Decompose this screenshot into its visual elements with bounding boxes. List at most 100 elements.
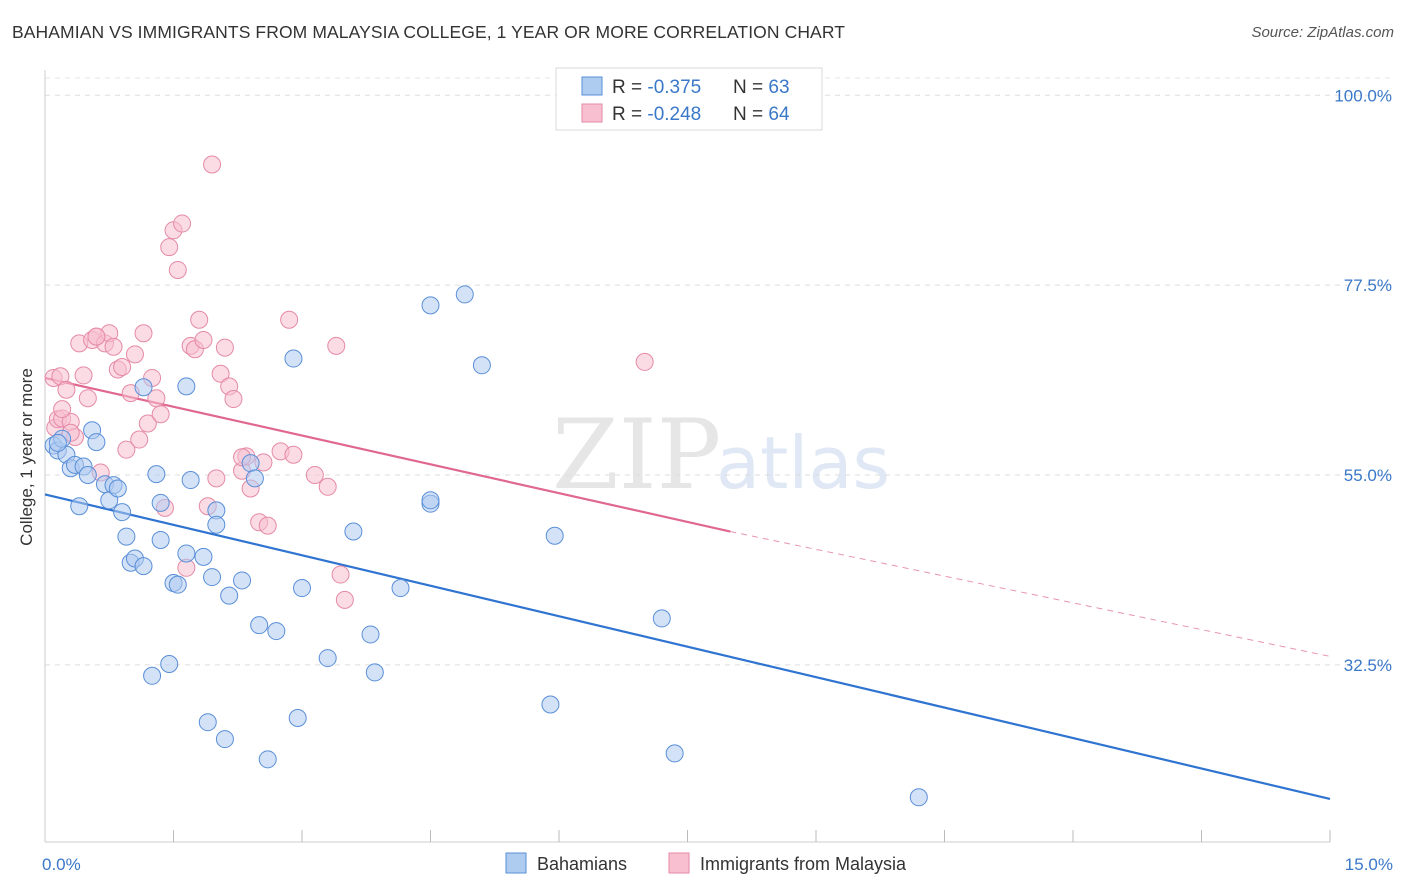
bahamian-point-32: [198, 713, 217, 732]
bahamian-point-45: [288, 708, 307, 727]
malaysia-point-23: [134, 324, 153, 343]
x-tick-label-0: 0.0%: [42, 855, 81, 874]
bahamian-point-55: [455, 285, 474, 304]
bahamian-point-56: [472, 356, 491, 375]
malaysia-point-56: [327, 336, 346, 355]
malaysia-point-31: [168, 260, 187, 279]
bahamian-point-27: [168, 575, 187, 594]
malaysia-point-36: [190, 310, 209, 329]
x-tick-labels: 0.0% 15.0%: [42, 855, 1393, 874]
bahamian-point-46: [293, 579, 311, 598]
legend-swatch-blue: [581, 76, 603, 96]
bahamian-point-51: [391, 579, 410, 598]
series-legend: Bahamians Immigrants from Malaysia: [505, 852, 907, 874]
bahamian-point-23: [151, 530, 170, 549]
bahamian-point-62: [48, 433, 67, 452]
bahamian-point-50: [365, 663, 384, 682]
trend-line-malaysia-extension: [730, 531, 1331, 657]
malaysia-point-50: [258, 516, 277, 535]
y-tick-labels: 100.0% 77.5% 55.0% 32.5%: [1334, 86, 1392, 675]
malaysia-point-37: [194, 330, 213, 349]
bahamian-point-19: [134, 557, 153, 576]
malaysia-point-42: [215, 338, 234, 357]
bahamian-point-41: [250, 616, 269, 635]
legend-n-label-pink: N =: [733, 104, 768, 125]
malaysia-point-22: [130, 430, 149, 449]
chart-title: BAHAMIAN VS IMMIGRANTS FROM MALAYSIA COL…: [12, 22, 846, 42]
legend-swatch-pink: [581, 103, 603, 123]
bahamian-point-38: [233, 571, 252, 590]
bottom-legend-label-pink: Immigrants from Malaysia: [700, 854, 907, 874]
bahamian-point-47: [318, 649, 337, 668]
bahamian-point-33: [203, 568, 222, 587]
source-credit: Source: ZipAtlas.com: [1251, 24, 1394, 41]
malaysia-point-32: [173, 214, 192, 233]
malaysia-point-39: [203, 155, 222, 174]
malaysia-point-44: [224, 390, 243, 409]
bahamian-point-10: [87, 433, 106, 452]
bahamian-point-20: [134, 378, 153, 397]
bottom-legend-swatch-blue: [505, 852, 527, 874]
watermark-zip: ZIP: [552, 399, 721, 511]
bahamian-point-8: [78, 465, 97, 484]
bahamian-point-60: [665, 744, 684, 763]
legend-row-blue: R = -0.375: [612, 77, 701, 98]
bahamian-point-6: [70, 497, 89, 516]
series-bahamians-points: [44, 285, 928, 807]
bahamian-point-25: [160, 654, 179, 673]
bahamian-point-53: [421, 491, 440, 510]
legend-r-label-blue: R =: [612, 77, 647, 98]
malaysia-point-21: [125, 345, 144, 364]
malaysia-point-29: [160, 238, 179, 257]
watermark-atlas: atlas: [716, 421, 890, 505]
axes: [44, 70, 1331, 843]
bahamian-point-49: [361, 625, 380, 644]
malaysia-point-54: [305, 465, 324, 484]
bahamian-point-37: [220, 586, 239, 605]
malaysia-point-40: [207, 469, 226, 488]
legend-n-value-pink: 64: [768, 104, 790, 125]
malaysia-point-10: [78, 389, 97, 408]
legend-r-label-pink: R =: [612, 104, 647, 125]
legend-n-label-blue: N =: [733, 77, 768, 98]
bahamian-point-22: [147, 465, 166, 484]
malaysia-point-58: [335, 590, 354, 609]
malaysia-point-53: [280, 310, 299, 329]
bottom-legend-label-blue: Bahamians: [537, 854, 627, 874]
legend-n-row-pink: N = 64: [733, 104, 790, 125]
bahamian-point-40: [245, 469, 264, 488]
malaysia-point-41: [211, 364, 230, 383]
malaysia-point-59: [635, 352, 654, 371]
malaysia-point-61: [53, 400, 72, 419]
bahamian-point-28: [177, 377, 196, 396]
bahamian-point-54: [421, 296, 440, 315]
legend-n-value-blue: 63: [768, 77, 789, 98]
correlation-legend: R = -0.375 N = 63 R = -0.248 N = 64: [555, 67, 823, 131]
legend-r-value-blue: -0.375: [647, 77, 701, 98]
malaysia-point-18: [113, 357, 132, 376]
malaysia-point-9: [74, 366, 93, 385]
malaysia-point-55: [318, 477, 337, 496]
malaysia-point-57: [331, 565, 350, 584]
malaysia-point-24: [138, 414, 157, 433]
malaysia-point-27: [151, 405, 170, 424]
bahamian-point-61: [909, 788, 928, 807]
y-tick-label-2: 55.0%: [1344, 466, 1392, 485]
bahamian-point-29: [177, 544, 196, 563]
malaysia-point-19: [117, 440, 136, 459]
bahamian-point-30: [181, 471, 200, 490]
bahamian-point-59: [652, 609, 671, 628]
bahamian-point-35: [207, 515, 226, 534]
bahamian-point-44: [284, 349, 303, 368]
bottom-legend-swatch-pink: [668, 852, 690, 874]
series-malaysia-points: [44, 155, 654, 609]
malaysia-point-60: [87, 327, 106, 346]
bahamian-point-39: [241, 454, 260, 473]
malaysia-point-16: [104, 337, 123, 356]
bahamian-point-21: [143, 666, 162, 685]
legend-r-value-pink: -0.248: [647, 104, 701, 125]
bahamian-point-36: [215, 730, 234, 749]
x-tick-label-1: 15.0%: [1345, 855, 1393, 874]
bahamian-point-48: [344, 522, 363, 541]
